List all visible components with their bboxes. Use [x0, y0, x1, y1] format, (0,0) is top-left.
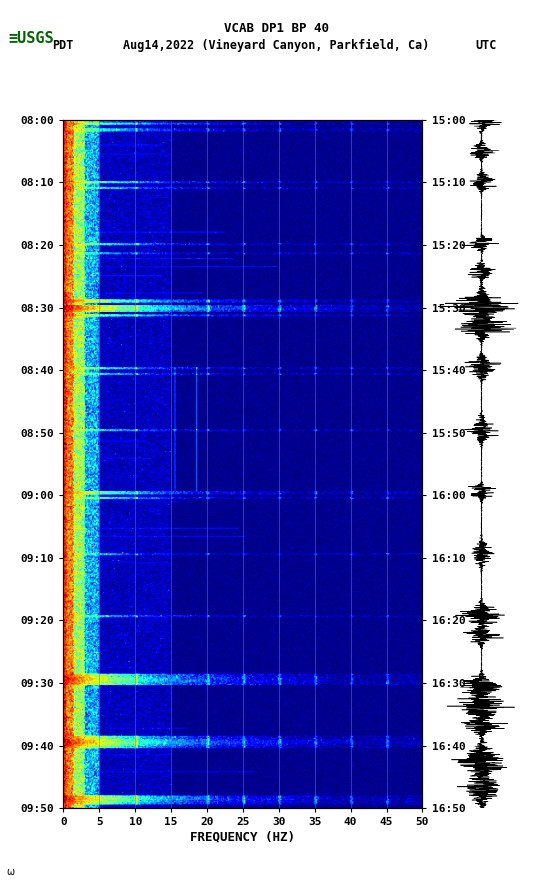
X-axis label: FREQUENCY (HZ): FREQUENCY (HZ): [190, 830, 295, 843]
Text: UTC: UTC: [475, 39, 496, 53]
Text: ≡USGS: ≡USGS: [8, 31, 54, 46]
Text: PDT: PDT: [52, 39, 74, 53]
Text: VCAB DP1 BP 40: VCAB DP1 BP 40: [224, 22, 328, 36]
Text: ω: ω: [7, 867, 15, 877]
Text: Aug14,2022 (Vineyard Canyon, Parkfield, Ca): Aug14,2022 (Vineyard Canyon, Parkfield, …: [123, 39, 429, 53]
